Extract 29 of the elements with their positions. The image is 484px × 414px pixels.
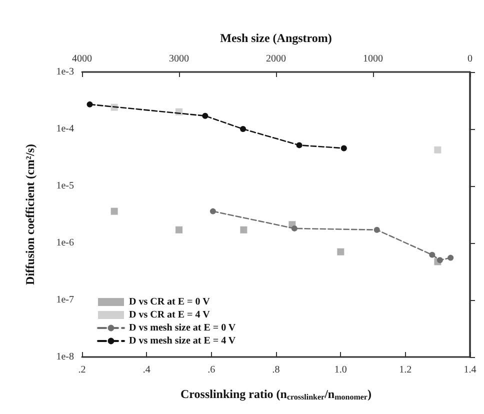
x2-tick-label: 3000	[169, 54, 189, 64]
point	[240, 226, 248, 234]
x-tick-label: .6	[208, 364, 216, 376]
x-tick-label: 1.4	[464, 364, 476, 376]
point	[176, 226, 182, 234]
y-tick-label: 1e-6	[56, 238, 74, 248]
legend-label: D vs mesh size at E = 4 V	[129, 336, 236, 346]
point	[110, 208, 118, 215]
x-tick-label: .8	[272, 364, 280, 376]
x-tick-label: .4	[142, 364, 150, 376]
legend-label: D vs CR at E = 4 V	[129, 310, 211, 320]
legend-label: D vs CR at E = 0 V	[129, 296, 211, 308]
x2-axis-title: Mesh size (Angstrom)	[220, 31, 332, 45]
y-tick-label: 1e-3	[56, 66, 74, 78]
point	[337, 248, 344, 256]
y-tick-label: 1e-8	[56, 352, 74, 362]
y-axis-title: Diffusion coefficient (cm²/s)	[23, 144, 37, 285]
y-tick-label: 1e-7	[56, 294, 74, 306]
x2-tick-label: 2000	[266, 54, 286, 64]
y-tick-label: 1e-5	[56, 180, 74, 192]
x-tick-label: .2	[78, 364, 86, 376]
y-tick-label: 1e-4	[56, 124, 74, 134]
x2-tick-label: 0	[468, 54, 472, 64]
x2-tick-label: 1000	[363, 54, 383, 64]
x-tick-label: 1.2	[399, 364, 412, 376]
legend-label: D vs mesh size at E = 0 V	[129, 322, 236, 334]
x-tick-label: 1.0	[334, 364, 347, 376]
point	[434, 146, 442, 154]
x2-tick-label: 4000	[72, 54, 92, 64]
